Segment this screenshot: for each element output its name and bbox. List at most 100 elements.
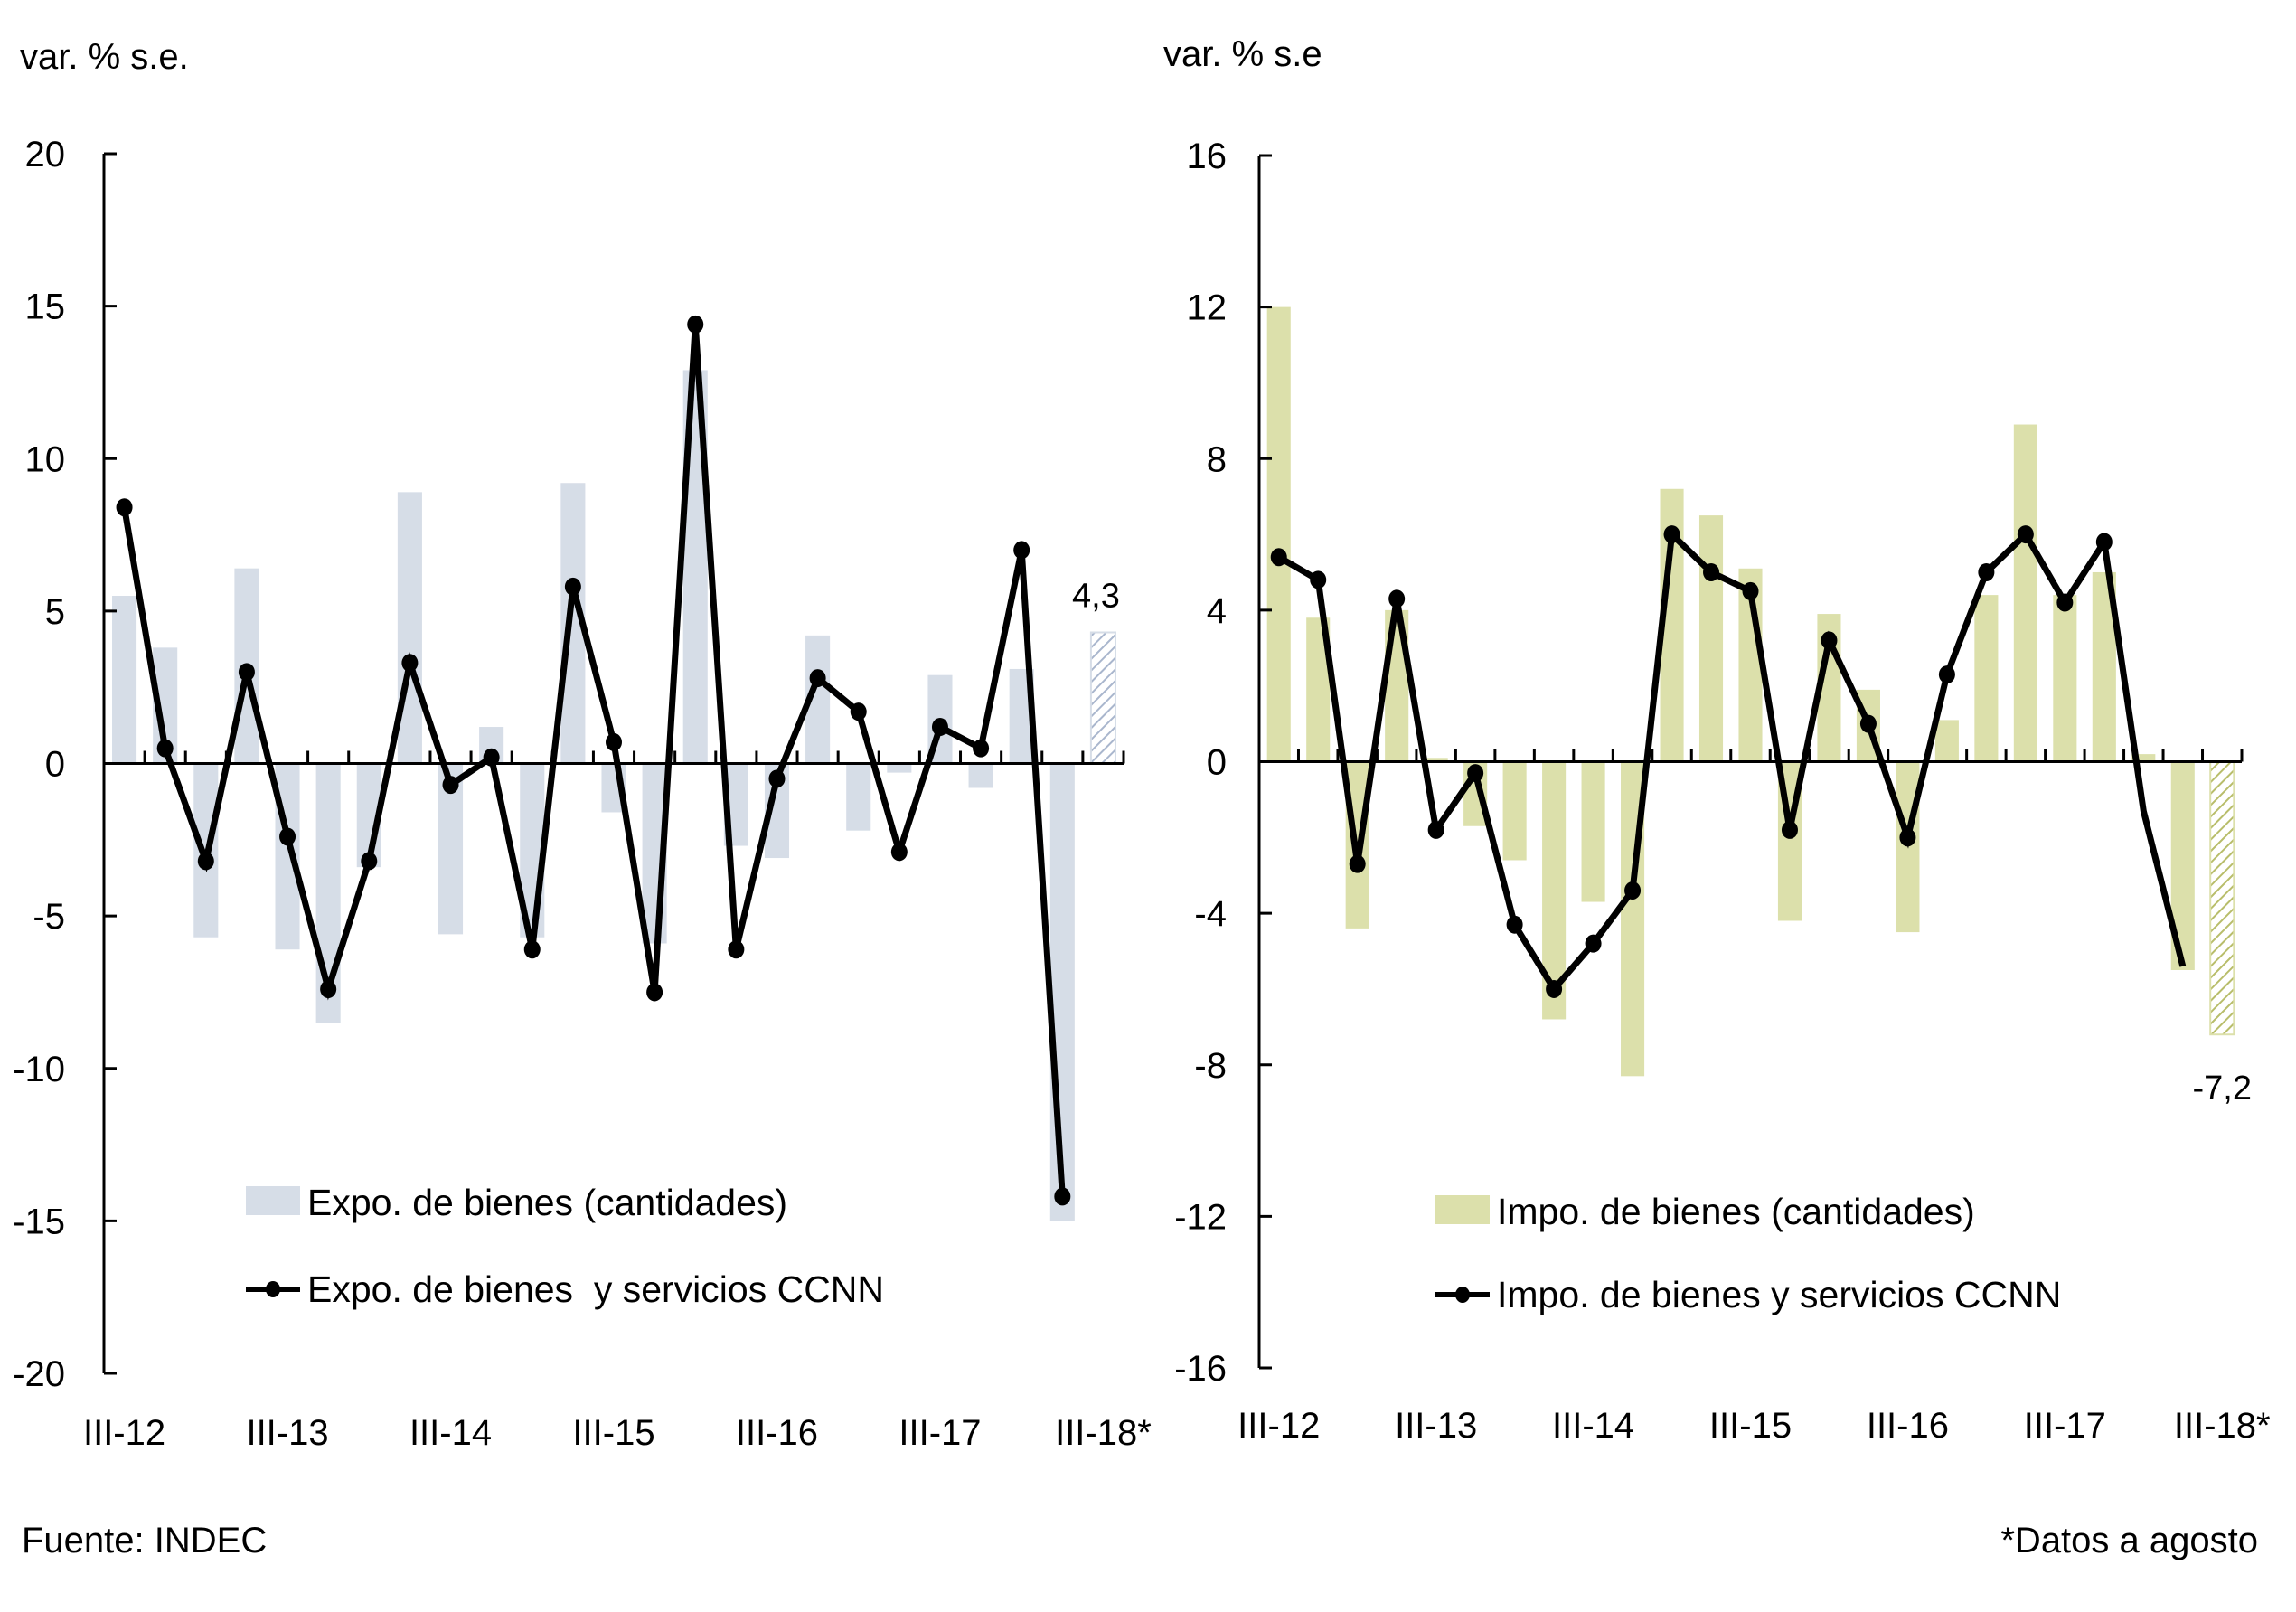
- imports-x-ticks: III-12 III-13 III-14 III-15 III-16 III-17 III-…: [1237, 1406, 2270, 1446]
- imports-y-tick-label: -16: [1174, 1349, 1227, 1389]
- imports-y-tick-label: 0: [1207, 743, 1227, 783]
- exports-bar-II-18: [1049, 763, 1075, 1221]
- imports-line-point-I-16: [1821, 631, 1838, 650]
- legend-label-impo-line: Impo. de bienes y servicios CCNN: [1497, 1274, 2061, 1315]
- imports-line-point-IV-12: [1310, 570, 1327, 589]
- exports-line-point-III-16: [768, 769, 786, 788]
- imports-y-tick-label: -8: [1194, 1046, 1227, 1086]
- exports-line-point-I-16: [687, 315, 704, 334]
- exports-bars: [112, 370, 1116, 1221]
- imports-line-point-IV-17: [2095, 533, 2113, 551]
- imports-last-value-label: -7,2: [2193, 1070, 2252, 1108]
- exports-y-tick-label: 15: [25, 288, 66, 327]
- exports-line-point-III-14: [442, 776, 459, 795]
- imports-bar-II-17: [2013, 424, 2037, 762]
- exports-line-point-IV-17: [973, 739, 990, 758]
- imports-line-point-II-13: [1388, 589, 1406, 608]
- exports-line-point-IV-16: [809, 669, 826, 688]
- imports-bar-I-14: [1502, 761, 1527, 861]
- exports-line-point-III-17: [931, 718, 948, 737]
- exports-line-point-II-16: [728, 940, 745, 959]
- imports-line-series: [1270, 525, 2187, 998]
- exports-line-series: [116, 315, 1071, 1206]
- imports-line-point-IV-14: [1624, 881, 1642, 900]
- exports-line-point-IV-12: [156, 739, 174, 758]
- exports-x-tick-label: III-18*: [1055, 1413, 1152, 1453]
- exports-legend: Expo. de bienes (cantidades) Expo. de bi…: [246, 1182, 884, 1310]
- imports-bar-III-13: [1424, 758, 1448, 762]
- exports-x-tick-label: III-15: [572, 1413, 654, 1453]
- exports-line-point-II-13: [238, 663, 255, 682]
- exports-x-tick-label: III-13: [246, 1413, 328, 1453]
- exports-y-tick-label: 20: [25, 135, 66, 174]
- imports-y-axis-label: var. % s.e: [1163, 34, 1322, 74]
- exports-line-point-I-18: [1013, 541, 1030, 560]
- exports-last-value-label: 4,3: [1072, 577, 1120, 615]
- exports-line-point-II-17: [890, 843, 908, 862]
- exports-y-tick-label: -20: [13, 1354, 65, 1394]
- imports-line-point-IV-15: [1781, 820, 1798, 839]
- exports-line-point-III-13: [279, 827, 296, 846]
- legend-swatch-expo-bars: [246, 1186, 300, 1215]
- imports-line-point-I-13: [1349, 854, 1366, 873]
- imports-legend: Impo. de bienes (cantidades) Impo. de bi…: [1435, 1191, 2061, 1315]
- exports-y-axis-label: var. % s.e.: [20, 37, 189, 77]
- imports-line-point-IV-13: [1467, 764, 1484, 783]
- exports-bar-II-17: [887, 763, 912, 773]
- imports-line-point-II-16: [1859, 714, 1877, 733]
- imports-x-tick-label: III-13: [1395, 1406, 1477, 1446]
- imports-line-point-II-14: [1546, 979, 1563, 998]
- legend-swatch-impo-bars: [1435, 1195, 1490, 1224]
- exports-line-point-III-15: [606, 732, 622, 751]
- imports-y-tick-label: 16: [1187, 137, 1228, 176]
- exports-bar-I-17: [846, 763, 871, 831]
- imports-line-point-I-17: [1978, 562, 1995, 581]
- imports-bar-III-18: [2209, 760, 2235, 1036]
- imports-y-tick-label: 12: [1187, 288, 1228, 328]
- imports-line-point-I-15: [1663, 525, 1680, 544]
- imports-x-tick-label: III-18*: [2174, 1406, 2271, 1446]
- imports-x-tick-label: III-17: [2024, 1406, 2106, 1446]
- imports-bar-I-18: [2131, 754, 2156, 762]
- imports-y-tick-label: -12: [1174, 1197, 1227, 1237]
- legend-label-impo-bars: Impo. de bienes (cantidades): [1497, 1191, 1975, 1232]
- imports-line-path: [1276, 527, 2187, 995]
- legend-marker-impo-line: [1455, 1287, 1470, 1303]
- exports-bar-II-14: [397, 492, 422, 764]
- exports-y-tick-label: -15: [13, 1202, 65, 1241]
- exports-line-point-I-13: [197, 852, 214, 871]
- exports-y-tick-label: 10: [25, 439, 66, 479]
- exports-y-tick-label: 5: [45, 592, 65, 632]
- exports-y-tick-label: -5: [33, 897, 65, 937]
- exports-bar-III-18: [1089, 631, 1116, 765]
- imports-bar-I-17: [1974, 595, 1999, 762]
- imports-x-tick-label: III-15: [1709, 1406, 1792, 1446]
- exports-bar-III-12: [112, 596, 137, 764]
- exports-line-point-IV-14: [483, 748, 500, 767]
- imports-x-tick-label: III-12: [1237, 1406, 1320, 1446]
- exports-line-point-II-18: [1054, 1187, 1071, 1206]
- exports-line-point-I-14: [361, 852, 378, 871]
- imports-line-point-III-12: [1270, 548, 1287, 567]
- imports-bar-III-17: [2053, 595, 2077, 762]
- exports-y-ticks: 20 15 10 5 0 -5 -10 -15 -20: [13, 135, 117, 1394]
- source-note: Fuente: INDEC: [22, 1521, 267, 1560]
- exports-x-tick-label: III-16: [736, 1413, 818, 1453]
- imports-x-tick-label: III-16: [1867, 1406, 1949, 1446]
- exports-line-point-II-15: [564, 577, 581, 596]
- imports-line-point-III-17: [2056, 593, 2074, 612]
- exports-x-tick-label: III-14: [409, 1413, 492, 1453]
- exports-line-point-I-15: [523, 940, 541, 959]
- imports-y-tick-label: -4: [1194, 894, 1227, 934]
- imports-line-point-II-15: [1703, 562, 1720, 581]
- imports-line-point-III-16: [1899, 828, 1916, 847]
- imports-bar-II-15: [1698, 515, 1724, 762]
- exports-line-point-I-17: [850, 702, 867, 721]
- exports-x-tick-label: III-12: [83, 1413, 165, 1453]
- imports-bar-III-14: [1581, 761, 1605, 902]
- exports-x-tick-label: III-17: [899, 1413, 981, 1453]
- imports-y-tick-label: 4: [1207, 591, 1227, 631]
- imports-axes: [1257, 156, 2244, 1368]
- exports-x-ticks: III-12 III-13 III-14 III-15 III-16 III-17 III-…: [83, 1413, 1152, 1453]
